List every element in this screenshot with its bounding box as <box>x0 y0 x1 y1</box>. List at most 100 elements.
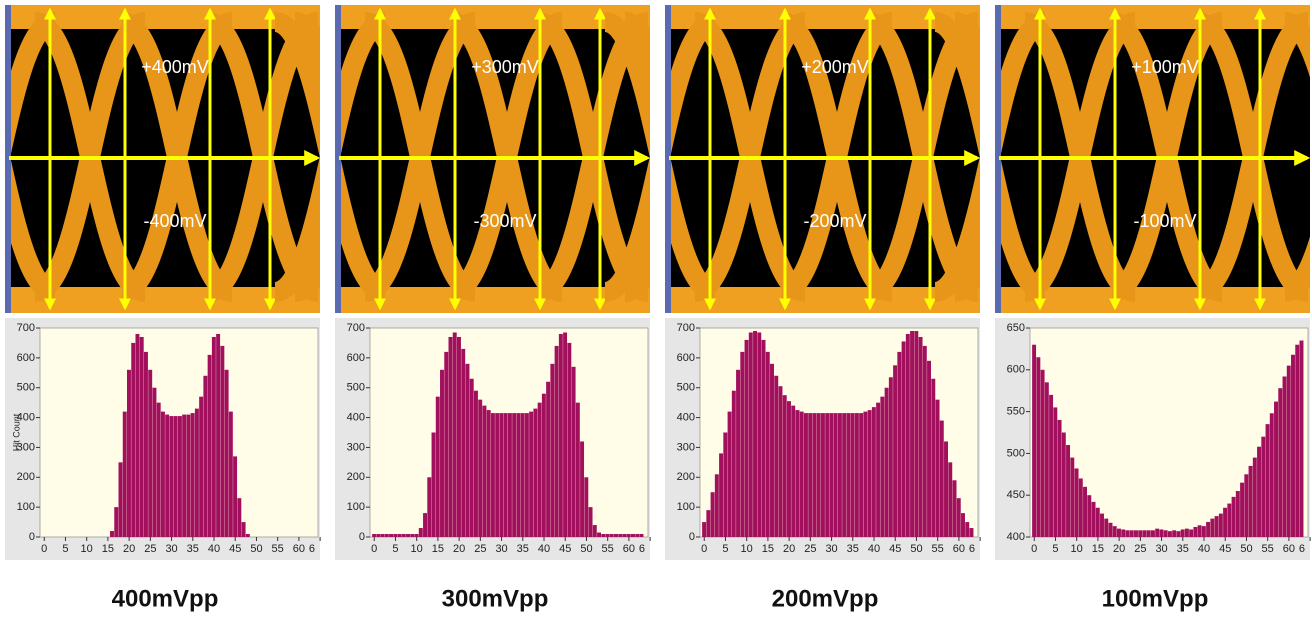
x-tick-label: 60 <box>293 543 305 555</box>
bar <box>419 528 423 537</box>
bar <box>1058 420 1062 537</box>
bar <box>1215 516 1219 537</box>
x-tick-label: 0 <box>371 543 377 555</box>
bar <box>220 346 224 537</box>
bar <box>1206 522 1210 537</box>
bar <box>398 534 402 537</box>
bar <box>225 370 229 537</box>
bar <box>610 534 614 537</box>
x-tick-label: 45 <box>229 543 241 555</box>
bar <box>114 507 118 537</box>
bar <box>127 370 131 537</box>
bar <box>525 413 529 537</box>
y-tick-label: 500 <box>347 382 365 394</box>
y-tick-label: 700 <box>347 322 365 334</box>
bar <box>817 413 821 537</box>
x-tick-label: 45 <box>559 543 571 555</box>
x-tick-label: 35 <box>1177 543 1189 555</box>
bar <box>1130 530 1134 537</box>
bar <box>1121 529 1125 537</box>
y-tick-label: 500 <box>1007 447 1025 459</box>
bar <box>940 421 944 537</box>
bar <box>1193 527 1197 537</box>
bar <box>779 386 783 537</box>
bar <box>1159 529 1163 537</box>
bar <box>444 352 448 537</box>
bar <box>216 334 220 537</box>
bar <box>242 522 246 537</box>
bar <box>457 337 461 537</box>
bar <box>1257 447 1261 537</box>
y-tick-label: 700 <box>677 322 695 334</box>
bar <box>1168 531 1172 537</box>
bar <box>186 415 190 537</box>
bar <box>572 367 576 537</box>
bar <box>521 413 525 537</box>
bar <box>728 412 732 537</box>
bar <box>1219 514 1223 537</box>
bar <box>1202 526 1206 537</box>
figure: +400mV-400mV0100200300400500600700051015… <box>0 0 1312 615</box>
x-tick-label: 10 <box>741 543 753 555</box>
bar <box>601 534 605 537</box>
bar <box>1053 407 1057 537</box>
bar <box>203 376 207 537</box>
bar <box>402 534 406 537</box>
bar <box>135 334 139 537</box>
x-tick-label: 15 <box>102 543 114 555</box>
annotation: +300mV <box>471 57 539 77</box>
x-tick-label: 60 <box>1283 543 1295 555</box>
bar <box>482 406 486 537</box>
x-tick-label: 60 <box>623 543 635 555</box>
bar <box>740 352 744 537</box>
bar <box>1075 468 1079 537</box>
x-tick-label: 55 <box>602 543 614 555</box>
bar <box>961 513 965 537</box>
bar <box>829 413 833 537</box>
x-tick-label: 30 <box>495 543 507 555</box>
bar <box>461 349 465 537</box>
bar <box>406 534 410 537</box>
x-tick-label: 20 <box>123 543 135 555</box>
bar <box>872 407 876 537</box>
y-tick-label: 600 <box>1007 364 1025 376</box>
bar <box>1109 523 1113 537</box>
eye-mask-left <box>980 5 995 313</box>
bar <box>948 462 952 537</box>
x-tick-label: 60 <box>953 543 965 555</box>
y-tick-label: 200 <box>347 471 365 483</box>
y-tick-label: 600 <box>17 352 35 364</box>
bar <box>970 528 974 537</box>
bar <box>640 534 644 537</box>
x-tick-label: 40 <box>538 543 550 555</box>
y-axis-label: Hit Count <box>11 413 21 451</box>
x-tick-label: 40 <box>1198 543 1210 555</box>
bar <box>1117 529 1121 537</box>
bar <box>931 379 935 537</box>
y-tick-label: 650 <box>1007 322 1025 334</box>
y-tick-label: 300 <box>347 441 365 453</box>
bar <box>953 480 957 537</box>
x-tick-label: 40 <box>208 543 220 555</box>
x-tick-label: 45 <box>1219 543 1231 555</box>
bar <box>195 409 199 537</box>
bar <box>208 355 212 537</box>
y-tick-label: 200 <box>677 471 695 483</box>
bar <box>936 400 940 537</box>
y-tick-label: 450 <box>1007 489 1025 501</box>
x-tick-label: 35 <box>847 543 859 555</box>
bar <box>1176 531 1180 537</box>
bar <box>893 365 897 537</box>
bar <box>131 343 135 537</box>
bar <box>512 413 516 537</box>
bar <box>885 388 889 537</box>
x-tick-label: 6 <box>309 543 315 555</box>
bar <box>504 413 508 537</box>
annotation: +400mV <box>141 57 209 77</box>
bar <box>495 413 499 537</box>
bar <box>914 331 918 537</box>
bar <box>110 531 114 537</box>
bar <box>1147 530 1151 537</box>
x-tick-label: 15 <box>432 543 444 555</box>
bar <box>1300 341 1304 537</box>
